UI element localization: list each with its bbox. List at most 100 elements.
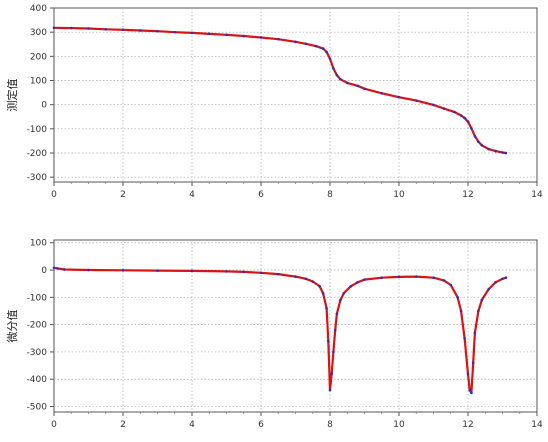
data-point: [321, 291, 325, 295]
data-point: [242, 270, 246, 274]
y-tick-label: -300: [27, 348, 48, 358]
data-point: [325, 306, 328, 310]
y-tick-label: 400: [30, 4, 47, 14]
data-point: [459, 114, 463, 117]
data-point: [294, 40, 297, 44]
x-tick-label: 8: [327, 190, 333, 200]
data-point: [504, 151, 508, 155]
data-point: [339, 298, 342, 302]
data-point: [471, 361, 475, 365]
data-point: [449, 283, 453, 287]
data-point: [380, 276, 384, 279]
series-line: [52, 266, 507, 394]
data-point: [470, 127, 473, 130]
data-point: [225, 270, 228, 273]
data-point: [470, 391, 473, 395]
data-point: [276, 37, 280, 41]
data-point: [207, 32, 211, 36]
x-tick-label: 4: [189, 190, 195, 200]
data-point: [156, 29, 159, 33]
data-point: [459, 309, 463, 313]
data-point: [363, 278, 366, 281]
x-tick-label: 10: [393, 420, 405, 430]
data-point: [121, 269, 125, 272]
data-point: [333, 328, 337, 332]
y-tick-label: 0: [41, 266, 47, 276]
data-point: [397, 95, 401, 99]
y-tick-label: 200: [30, 52, 47, 62]
data-point: [342, 291, 346, 295]
y-tick-label: 100: [30, 77, 47, 87]
data-point: [156, 269, 159, 272]
x-tick-label: 12: [462, 420, 473, 430]
data-point: [463, 336, 466, 340]
x-tick-label: 4: [189, 420, 195, 430]
data-point: [380, 92, 384, 95]
data-point: [325, 50, 328, 54]
chart-panel-2: 0 2 4 6 8 10 12 14 100 0 -100 -200 -300 -400 -500 微分值: [5, 239, 543, 430]
x-tick-label: 14: [531, 420, 543, 430]
data-point: [190, 269, 194, 273]
y-tick-label: 0: [41, 101, 47, 111]
x-tick-label: 0: [51, 420, 57, 430]
data-point: [87, 27, 90, 30]
data-point: [304, 277, 308, 281]
data-point: [242, 34, 246, 38]
data-point: [104, 27, 108, 31]
data-point: [501, 277, 504, 281]
data-point: [432, 276, 435, 279]
data-point: [259, 271, 263, 275]
data-point: [356, 84, 359, 88]
data-point: [414, 99, 418, 102]
data-point: [63, 268, 66, 271]
y-tick-label: -400: [27, 375, 48, 385]
x-tick-label: 12: [462, 190, 473, 200]
data-point: [356, 281, 359, 284]
data-point: [501, 151, 504, 154]
y-axis-label: 微分值: [5, 310, 19, 343]
data-point: [87, 268, 90, 272]
data-point: [432, 103, 435, 107]
y-tick-label: 300: [30, 28, 47, 38]
x-tick-label: 6: [258, 190, 264, 200]
data-point: [138, 29, 142, 32]
data-point: [473, 134, 477, 138]
data-point: [330, 372, 334, 376]
data-point: [397, 275, 401, 279]
data-point: [173, 30, 177, 34]
data-point: [121, 28, 125, 32]
data-point: [332, 67, 335, 70]
x-tick-label: 10: [393, 190, 405, 200]
data-point: [314, 44, 318, 48]
x-tick-label: 2: [120, 420, 126, 430]
data-point: [276, 272, 280, 276]
data-point: [452, 110, 456, 114]
y-tick-label: -200: [27, 321, 48, 331]
data-point: [326, 339, 330, 343]
y-tick-label: -100: [27, 125, 48, 135]
data-point: [52, 26, 56, 30]
plot-area: [53, 7, 538, 183]
data-point: [477, 309, 480, 313]
data-point: [304, 42, 308, 46]
data-point: [345, 81, 349, 85]
data-point: [259, 36, 263, 39]
data-point: [321, 47, 325, 50]
data-point: [339, 77, 342, 81]
data-point: [480, 143, 484, 147]
data-point: [56, 267, 59, 270]
y-tick-label: -200: [27, 149, 48, 159]
data-point: [468, 388, 472, 392]
y-tick-label: 100: [30, 239, 47, 249]
y-axis-label: 测定值: [5, 79, 19, 112]
data-point: [69, 26, 73, 30]
y-tick-label: -500: [27, 403, 48, 413]
data-point: [494, 281, 497, 284]
data-point: [442, 107, 446, 110]
data-point: [363, 87, 366, 91]
y-tick-label: -100: [27, 293, 48, 303]
x-tick-label: 14: [531, 190, 543, 200]
plot-area: [53, 239, 538, 413]
